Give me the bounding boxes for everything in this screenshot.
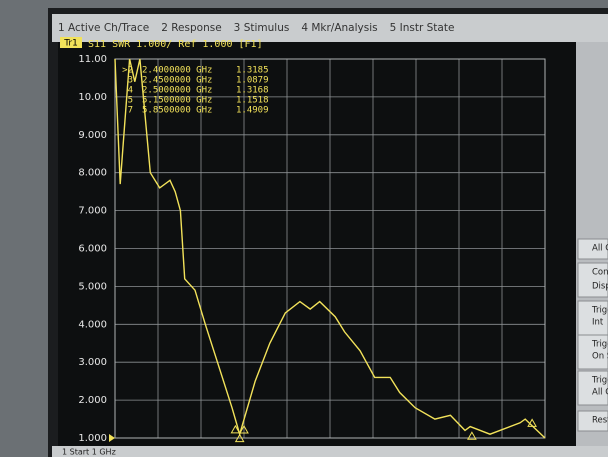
- side-label: Rest: [592, 416, 608, 426]
- side-label: Trigge: [591, 376, 608, 386]
- chart-panel: [58, 42, 576, 450]
- marker-freq: 5.1500000 GHz: [142, 96, 212, 106]
- marker-value: 1.1518: [236, 96, 269, 106]
- y-tick-label: 5.000: [78, 281, 107, 292]
- y-tick-label: 1.000: [78, 433, 107, 444]
- trace-tag: Tr1: [63, 39, 78, 49]
- marker-id: 3: [128, 76, 133, 86]
- marker-id: 4: [128, 86, 133, 96]
- menu-item[interactable]: 5 Instr State: [390, 22, 455, 34]
- marker-freq: 2.4000000 GHz: [142, 66, 212, 76]
- marker-id: >2: [122, 66, 133, 76]
- side-label: All Ch: [592, 388, 608, 398]
- y-tick-label: 3.000: [78, 357, 107, 368]
- side-label: Trigge: [591, 306, 608, 316]
- side-label: Con: [592, 268, 608, 278]
- y-tick-label: 11.00: [78, 54, 107, 65]
- y-tick-label: 8.000: [78, 168, 107, 179]
- side-label: Int: [592, 318, 604, 328]
- y-tick-label: 9.000: [78, 130, 107, 141]
- screen-photo: 1 Active Ch/Trace 2 Response 3 Stimulus 4 M…: [0, 0, 608, 457]
- side-label: On S: [592, 352, 608, 362]
- marker-freq: 2.4500000 GHz: [142, 76, 212, 86]
- marker-id: 5: [128, 96, 133, 106]
- trace-title: S11 SWR 1.000/ Ref 1.000 [F1]: [88, 39, 263, 50]
- side-label: Disp: [592, 282, 608, 292]
- menu-item[interactable]: 4 Mkr/Analysis: [301, 22, 377, 34]
- menu-item[interactable]: 1 Active Ch/Trace: [58, 22, 149, 34]
- marker-value: 1.3168: [236, 86, 269, 96]
- marker-id: 7: [128, 106, 133, 116]
- footer: 1 Start 1 GHz: [62, 448, 116, 457]
- side-label: Trigge: [591, 340, 608, 350]
- y-tick-label: 6.000: [78, 244, 107, 255]
- marker-value: 1.0879: [236, 76, 269, 86]
- marker-freq: 5.8500000 GHz: [142, 106, 212, 116]
- marker-value: 1.3185: [236, 66, 269, 76]
- y-tick-label: 10.00: [78, 92, 107, 103]
- y-tick-label: 4.000: [78, 319, 107, 330]
- marker-freq: 2.5000000 GHz: [142, 86, 212, 96]
- marker-value: 1.4909: [236, 106, 269, 116]
- menu-item[interactable]: 3 Stimulus: [234, 22, 290, 34]
- y-tick-label: 7.000: [78, 206, 107, 217]
- menu-item[interactable]: 2 Response: [161, 22, 221, 34]
- side-label: All C: [592, 244, 608, 254]
- y-tick-label: 2.000: [78, 395, 107, 406]
- footer-bar: [52, 446, 608, 457]
